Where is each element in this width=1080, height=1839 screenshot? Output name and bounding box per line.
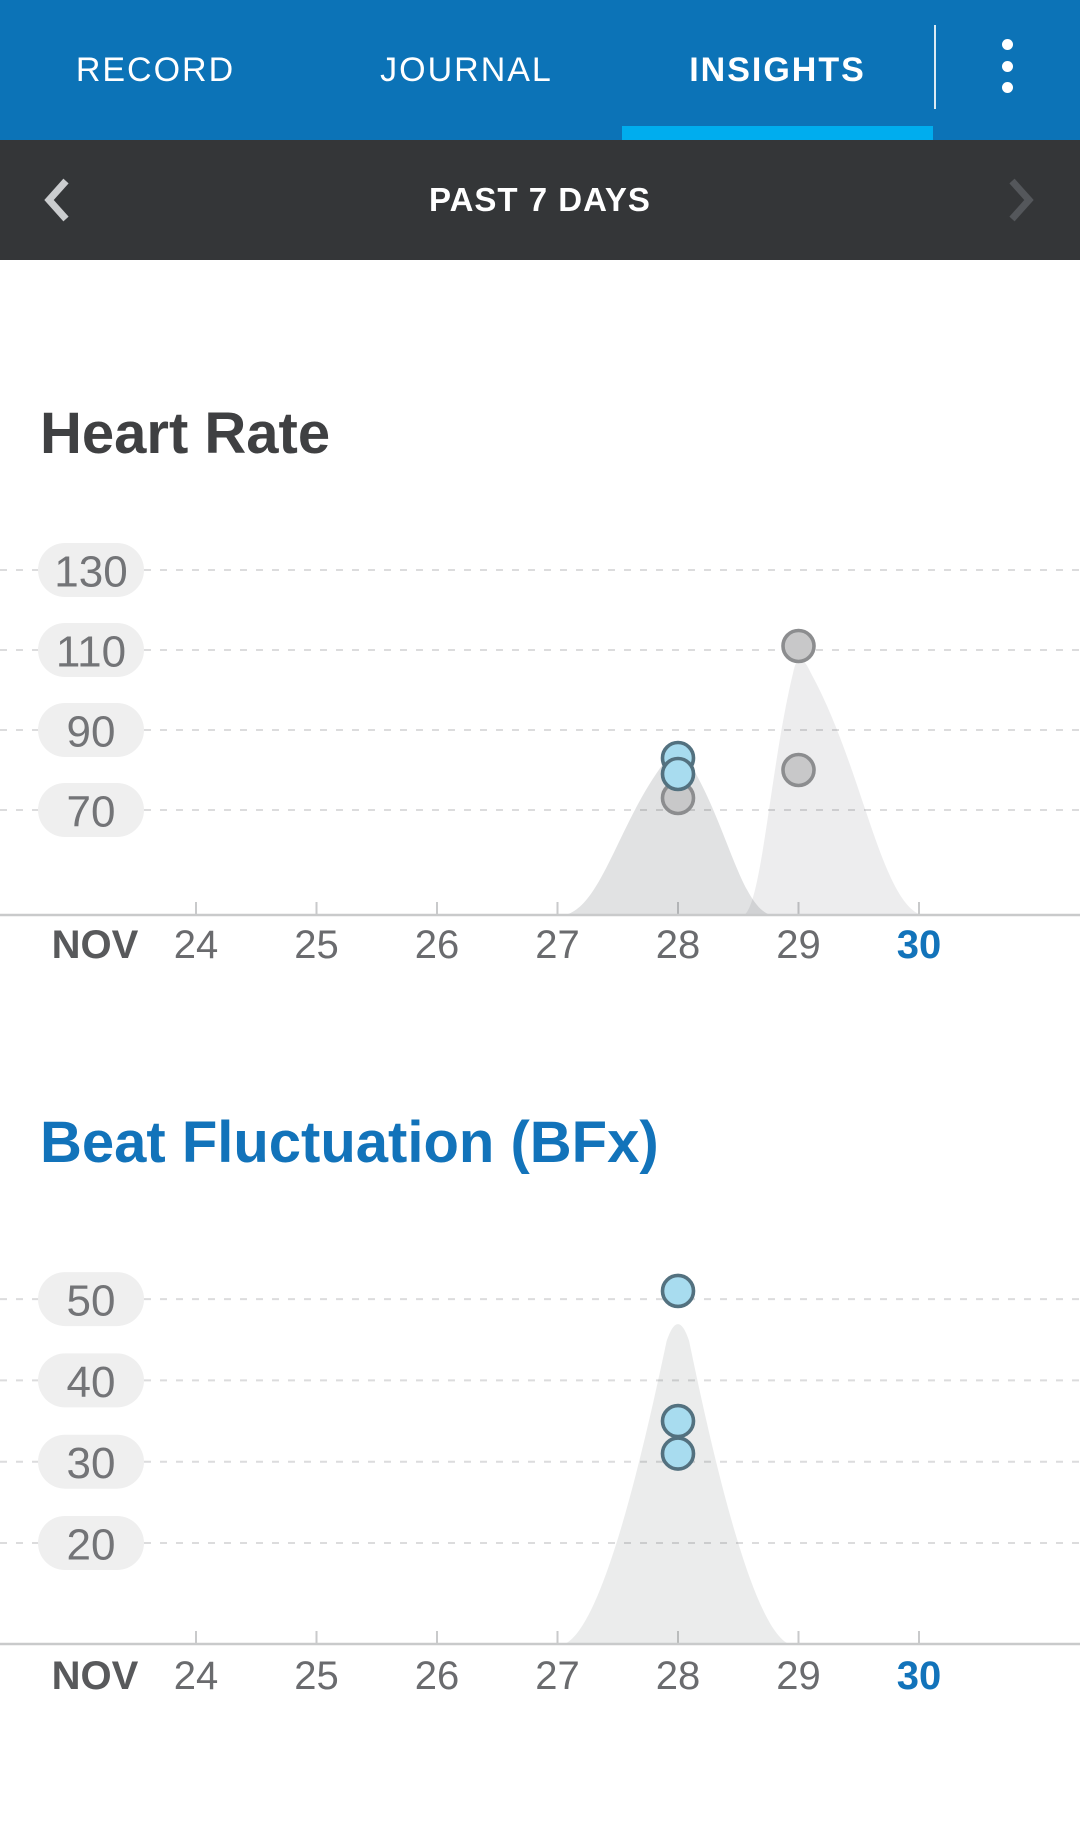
tab-record[interactable]: RECORD (0, 0, 311, 140)
x-axis-day-label: 26 (415, 1654, 460, 1698)
y-axis-label: 90 (67, 708, 116, 757)
period-label: PAST 7 DAYS (429, 181, 651, 218)
tab-journal-label: JOURNAL (380, 50, 553, 89)
reading-point[interactable] (781, 628, 816, 664)
y-axis-label: 70 (67, 788, 116, 837)
chevron-right-icon (1009, 178, 1034, 222)
bfx-reading-point[interactable] (660, 1273, 696, 1309)
x-axis-day-label: 30 (897, 1654, 942, 1698)
x-axis-day-label: 25 (294, 923, 339, 967)
heart-rate-section-title: Heart Rate (40, 401, 331, 466)
top-tab-bar: RECORD JOURNAL INSIGHTS (0, 0, 1080, 140)
active-tab-underline (622, 126, 933, 140)
y-axis-pill (38, 543, 144, 597)
tab-bar-divider (934, 25, 936, 109)
bfx-section-title: Beat Fluctuation (BFx) (40, 1110, 659, 1175)
x-axis-day-label: 29 (776, 923, 821, 967)
y-axis-pill (38, 1516, 144, 1570)
density-curve (564, 750, 771, 915)
tab-journal[interactable]: JOURNAL (311, 0, 622, 140)
y-axis-label: 50 (67, 1277, 116, 1326)
x-axis-day-label: 28 (656, 1654, 701, 1698)
y-axis-label: 20 (67, 1521, 116, 1570)
x-axis-day-label: 27 (535, 923, 580, 967)
y-axis-label: 110 (56, 628, 126, 677)
density-curve (564, 1324, 789, 1644)
x-axis-month-label: NOV (52, 923, 139, 967)
bfx-reading-point[interactable] (660, 1436, 696, 1471)
reading-point[interactable] (781, 752, 816, 788)
x-axis-month-label: NOV (52, 1654, 139, 1698)
x-axis-day-label: 27 (535, 1654, 580, 1698)
chevron-left-icon (44, 178, 69, 222)
previous-period-button[interactable] (36, 176, 80, 224)
kebab-menu-icon (1001, 39, 1013, 50)
overflow-menu-button[interactable] (995, 39, 1019, 93)
y-axis-label: 30 (67, 1439, 116, 1488)
bfx-reading-point[interactable] (660, 1403, 696, 1439)
y-axis-label: 40 (67, 1358, 116, 1407)
density-curve (744, 659, 922, 915)
tab-insights-label: INSIGHTS (689, 50, 866, 89)
y-axis-pill (38, 1434, 144, 1489)
next-period-button[interactable] (998, 176, 1042, 224)
tab-insights[interactable]: INSIGHTS (622, 0, 933, 140)
x-axis-day-label: 24 (174, 1654, 219, 1698)
y-axis-pill (38, 783, 144, 837)
heart-rate-chart: 130 110 90 70 NOV 24 25 26 27 28 29 30 (0, 543, 1080, 967)
x-axis-day-label: 29 (776, 1654, 821, 1698)
x-axis-day-label: 25 (294, 1654, 339, 1698)
tab-record-label: RECORD (75, 50, 236, 89)
kebab-menu-icon (1001, 82, 1013, 93)
bfx-reading-point[interactable] (660, 756, 696, 792)
bfx-chart: 50 40 30 20 NOV 24 25 26 27 28 29 30 (0, 1272, 1080, 1698)
y-axis-pill (38, 1353, 144, 1408)
y-axis-pill (38, 623, 144, 677)
kebab-menu-icon (1001, 60, 1013, 72)
x-axis-day-label: 28 (656, 923, 701, 967)
x-axis-day-label: 26 (415, 923, 460, 967)
y-axis-pill (38, 1272, 144, 1327)
period-selector-bar: PAST 7 DAYS (0, 140, 1080, 260)
y-axis-pill (38, 703, 144, 757)
x-axis-day-label: 30 (897, 923, 942, 967)
x-axis-day-label: 24 (174, 923, 219, 967)
y-axis-label: 130 (54, 548, 127, 597)
